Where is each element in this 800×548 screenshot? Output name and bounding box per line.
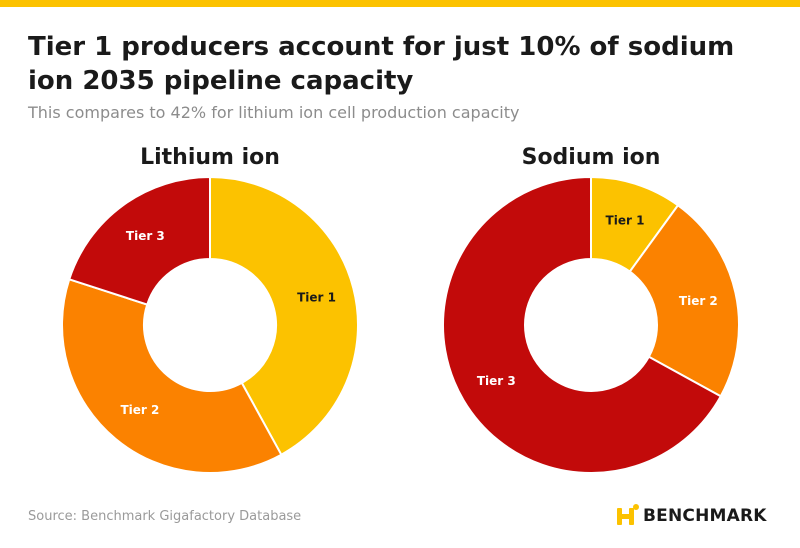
benchmark-logo-icon xyxy=(617,504,639,525)
slice-label-sodium-ion-tier-3: Tier 3 xyxy=(477,374,516,388)
donut-lithium-ion: Tier 1 Tier 2 Tier 3 xyxy=(61,175,359,474)
slice-sodium-ion-tier-2 xyxy=(628,203,740,398)
slice-label-sodium-ion-tier-1: Tier 1 xyxy=(606,213,645,227)
page-title: Tier 1 producers account for just 10% of… xyxy=(28,32,735,96)
page-subtitle: This compares to 42% for lithium ion cel… xyxy=(28,103,520,122)
source-note: Source: Benchmark Gigafactory Database xyxy=(28,509,302,524)
donut-sodium-ion: Tier 1 Tier 2 Tier 3 xyxy=(442,175,740,474)
brand-name: BENCHMARK xyxy=(643,506,767,526)
slice-label-lithium-ion-tier-3: Tier 3 xyxy=(126,229,165,243)
slice-label-sodium-ion-tier-2: Tier 2 xyxy=(679,294,718,308)
chart-title-sodium-ion: Sodium ion xyxy=(522,145,661,170)
brand-logo: BENCHMARK xyxy=(614,503,767,529)
slice-lithium-ion-tier-2 xyxy=(61,278,283,474)
slice-lithium-ion-tier-1 xyxy=(209,175,359,457)
slice-label-lithium-ion-tier-1: Tier 1 xyxy=(297,291,336,305)
slice-sodium-ion-tier-3 xyxy=(442,175,723,474)
slice-label-lithium-ion-tier-2: Tier 2 xyxy=(120,403,159,417)
top-accent-bar xyxy=(0,0,800,7)
slice-lithium-ion-tier-3 xyxy=(67,175,211,306)
chart-title-lithium-ion: Lithium ion xyxy=(140,145,280,170)
